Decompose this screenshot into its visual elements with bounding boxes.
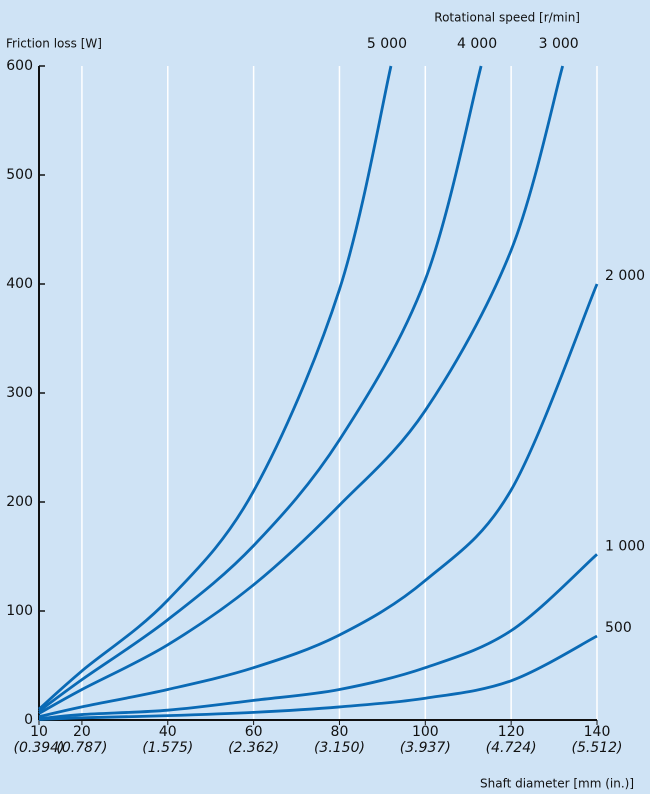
legend-title: Rotational speed [r/min] — [434, 11, 580, 25]
x-tick-sublabel: (4.724) — [486, 740, 537, 756]
y-axis-label: Friction loss [W] — [6, 37, 102, 51]
x-tick-label: 20 — [73, 724, 91, 740]
y-tick-label: 500 — [6, 167, 33, 183]
line — [38, 283, 599, 719]
series-label: 5 000 — [367, 36, 407, 52]
x-tick-sublabel: (3.937) — [400, 740, 451, 756]
x-tick-label: 80 — [331, 724, 349, 740]
line — [38, 65, 565, 715]
y-tick-label: 100 — [6, 603, 33, 619]
y-tick-label: 300 — [6, 385, 33, 401]
series-label: 3 000 — [539, 36, 579, 52]
line — [38, 634, 598, 721]
line — [38, 65, 393, 711]
x-tick-sublabel: (0.787) — [56, 740, 107, 756]
x-tick-sublabel: (1.575) — [142, 740, 193, 756]
series-label: 2 000 — [605, 268, 645, 284]
y-tick-label: 400 — [6, 276, 33, 292]
x-tick-sublabel: (3.150) — [314, 740, 365, 756]
y-tick-label: 200 — [6, 494, 33, 510]
series-label: 1 000 — [605, 538, 645, 554]
x-tick-sublabel: (5.512) — [571, 740, 622, 756]
x-tick-label: 140 — [584, 724, 611, 740]
x-axis-label: Shaft diameter [mm (in.)] — [480, 777, 634, 791]
x-tick-label: 60 — [245, 724, 263, 740]
x-tick-label: 40 — [159, 724, 177, 740]
x-tick-sublabel: (2.362) — [228, 740, 279, 756]
x-tick-label: 10 — [30, 724, 48, 740]
x-tick-sublabel: (0.394) — [13, 740, 64, 756]
x-tick-label: 120 — [498, 724, 525, 740]
series-label: 4 000 — [457, 36, 497, 52]
y-tick-label: 600 — [6, 58, 33, 74]
x-tick-label: 100 — [412, 724, 439, 740]
line — [38, 65, 483, 713]
y-tick-label: 0 — [24, 712, 33, 728]
line — [38, 553, 598, 721]
series-label: 500 — [605, 620, 632, 636]
